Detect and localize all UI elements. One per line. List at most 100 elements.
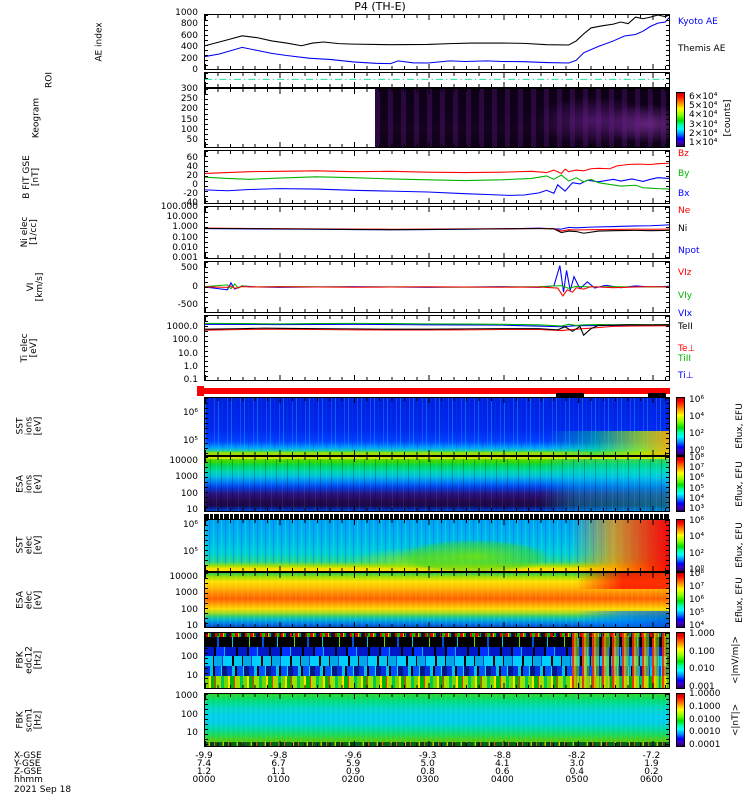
colorbar-tick-label: 10⁴ <box>689 493 705 504</box>
esa-ion-axis-label: ESA ions [eV] <box>16 475 44 494</box>
xaxis-values-zgse: 1.2 1.1 0.9 0.8 0.6 0.4 0.2 <box>197 767 670 777</box>
keogram-axis-label: Keogram <box>31 97 42 139</box>
spectrogram-band <box>205 676 669 688</box>
spectrogram-activity-overlay <box>571 633 669 688</box>
sst-elec-colorbar <box>676 519 685 572</box>
legend-ne: Ne <box>678 206 691 216</box>
x-tick-value: 0.2 <box>644 767 659 777</box>
esa-ion-colorbar-title: Eflux, EFU <box>735 461 745 507</box>
sst-elec-colorbar-title: Eflux, EFU <box>735 522 745 568</box>
legend-viz: VIz <box>678 268 692 278</box>
x-tick-value: 1.2 <box>196 767 212 777</box>
y-tick-label: 10⁶ <box>182 520 198 530</box>
y-tick-label: 100 <box>180 651 198 662</box>
ae-axis-label: AE index <box>94 22 105 62</box>
colorbar-tick-label: 0.1000 <box>689 701 721 712</box>
legend-bx: Bx <box>678 189 690 199</box>
axis-label-line: [eV] <box>33 535 44 555</box>
colorbar-tick-label: 1×10⁴ <box>689 137 718 148</box>
fbk-scm1-colorbar-labels: 1.0000 0.1000 0.0100 0.0010 0.0001 <box>689 690 739 750</box>
panel-temperature <box>204 315 670 381</box>
x-tick-value: 7.4 <box>196 759 212 769</box>
x-tick-value: 3.0 <box>569 759 585 769</box>
fbk-edc12-ytick-labels: 1000 100 10 <box>100 633 198 681</box>
density-plot <box>205 224 669 234</box>
panel-ae-index <box>204 14 670 70</box>
y-tick-label: 100.000 <box>160 202 198 212</box>
legend-te-perp: Te⊥ <box>678 344 696 354</box>
data-flag-bar <box>556 393 584 397</box>
colorbar-tick-label: 10² <box>689 429 705 439</box>
y-tick-label: 10⁶ <box>182 408 198 418</box>
x-tick-value: 6.7 <box>271 759 286 769</box>
xaxis-row-label-zgse: Z-GSE <box>14 767 42 777</box>
x-tick-value: -9.6 <box>344 751 362 761</box>
x-tick-value: 0400 <box>490 775 514 785</box>
y-tick-label: 0.010 <box>172 242 198 253</box>
keogram-colorbar <box>676 92 685 147</box>
colorbar-tick-label: 10⁰ <box>689 564 705 575</box>
y-tick-label: 0 <box>192 281 198 292</box>
sst-ion-axis-label: SST ions [eV] <box>16 417 44 436</box>
fbk-scm1-ytick-labels: 1000 100 10 <box>100 692 198 738</box>
panel-keogram <box>204 88 670 148</box>
y-tick-label: 300 <box>180 84 198 94</box>
legend-kyoto-ae: Kyoto AE <box>678 17 718 27</box>
colorbar-tick-label: 5×10⁴ <box>689 101 718 112</box>
legend-vix: VIx <box>678 309 693 319</box>
x-tick-value: 5.0 <box>420 759 435 769</box>
colorbar-tick-label: 0.100 <box>689 646 715 657</box>
temperature-plot <box>205 322 669 337</box>
x-tick-value: 1.9 <box>644 759 659 769</box>
x-tick-value: 0100 <box>267 775 291 785</box>
axis-label-line: [eV] <box>29 338 39 358</box>
esa-elec-colorbar-title: Eflux, EFU <box>735 577 745 623</box>
y-tick-label: 1.0 <box>183 361 198 372</box>
axis-label-line: [km/s] <box>35 272 45 302</box>
x-tick-value: 0.4 <box>569 767 585 777</box>
panel-esa-electrons-spectrogram <box>204 572 670 628</box>
sst-elec-colorbar-labels: 10⁶ 10⁴ 10² 10⁰ <box>689 517 739 575</box>
colorbar-tick-label: 10⁷ <box>689 582 705 592</box>
y-tick-label: 0.001 <box>172 252 198 263</box>
y-tick-label: 60 <box>186 153 198 163</box>
axis-label-line: [nT] <box>31 167 41 187</box>
y-tick-label: 10 <box>186 504 198 515</box>
panel-sst-ions-spectrogram <box>204 397 670 456</box>
y-tick-label: 400 <box>180 42 198 53</box>
colorbar-tick-label: 1.0000 <box>689 689 721 699</box>
sst-elec-ytick-labels: 10⁶ 10⁵ <box>100 521 198 557</box>
ae-index-plot <box>205 15 669 65</box>
colorbar-tick-label: 10³ <box>689 503 705 514</box>
x-tick-value: -7.2 <box>642 751 661 761</box>
x-tick-value: -9.9 <box>195 751 213 761</box>
y-tick-label: 1000 <box>175 472 198 483</box>
sst-ion-ytick-labels: 10⁶ 10⁵ <box>100 409 198 446</box>
esa-elec-axis-label: ESA elec [eV] <box>16 591 44 610</box>
colorbar-tick-label: 10⁵ <box>689 608 705 618</box>
colorbar-tick-label: 1.000 <box>689 629 715 639</box>
velocity-plot <box>205 265 669 297</box>
colorbar-tick-label: 10⁶ <box>689 473 705 484</box>
xaxis-values-hhmm: 0000 0100 0200 0300 0400 0500 0600 <box>193 775 670 785</box>
legend-ni: Ni <box>678 224 688 234</box>
spectrogram-band <box>205 633 669 637</box>
y-tick-label: 0.100 <box>172 232 198 243</box>
roi-flag-plot <box>205 78 669 80</box>
spectrogram-band <box>205 666 669 676</box>
fbk-edc12-axis-label: FBK edc12 [Hz] <box>16 646 44 674</box>
fbk-edc12-colorbar-labels: 1.000 0.100 0.010 0.001 <box>689 630 739 692</box>
legend-by: By <box>678 169 690 179</box>
colorbar-tick-label: 4×10⁴ <box>689 110 718 121</box>
legend-te-para: TeII <box>678 322 693 332</box>
date-label: 2021 Sep 18 <box>14 785 72 795</box>
xaxis-values-ygse: 7.4 6.7 5.9 5.0 4.1 3.0 1.9 <box>197 759 670 769</box>
axis-label-line: [1/cc] <box>29 219 39 245</box>
y-tick-label: 10 <box>186 620 198 631</box>
y-tick-label: 0.1 <box>183 375 198 385</box>
x-tick-value: 0300 <box>416 775 440 785</box>
x-tick-value: 0200 <box>341 775 365 785</box>
y-tick-label: 20 <box>186 171 198 181</box>
y-tick-label: 250 <box>180 94 198 105</box>
b-ytick-labels: 60 40 20 0 -20 -40 <box>100 153 198 208</box>
